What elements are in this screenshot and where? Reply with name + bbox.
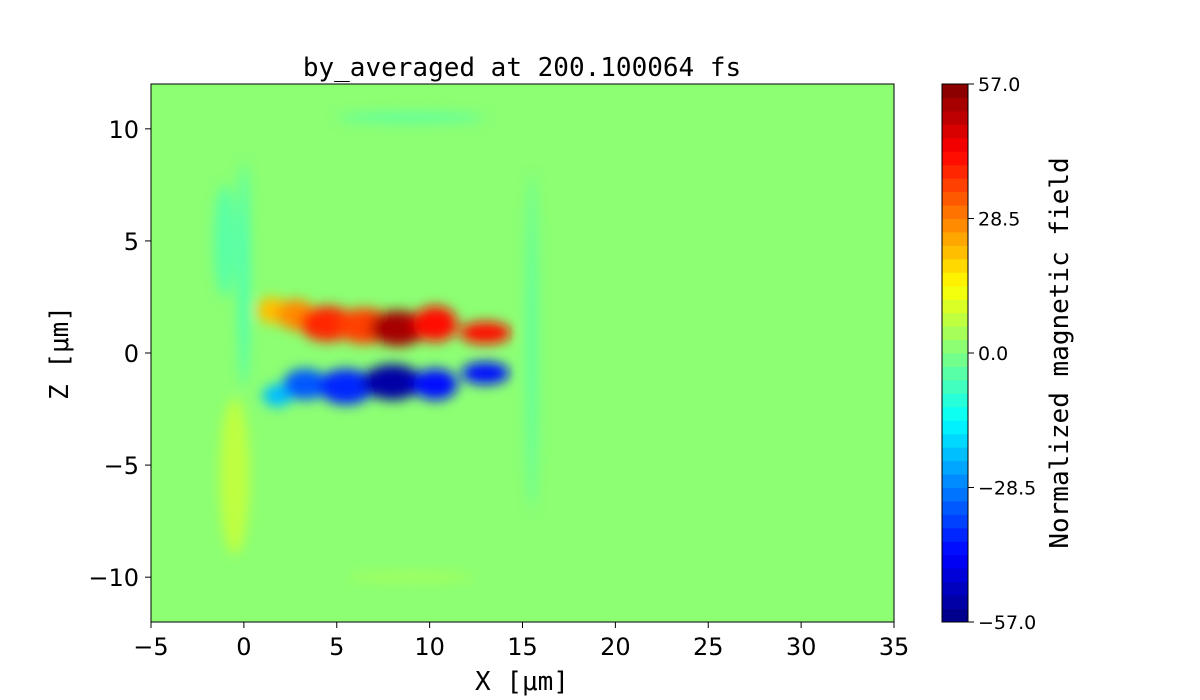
colorbar-tick-label: 28.5 (978, 209, 1020, 231)
heatmap-background (151, 84, 894, 622)
colorbar-level (942, 379, 968, 394)
colorbar-level (942, 514, 968, 529)
y-axis-label: Z [μm] (45, 306, 75, 400)
heatmap-blob (412, 368, 458, 401)
x-tick-label: 25 (693, 633, 724, 661)
y-tick-label: −5 (104, 452, 139, 480)
colorbar-level (942, 326, 968, 341)
colorbar-level (942, 285, 968, 300)
colorbar-level (942, 272, 968, 287)
colorbar-level (942, 608, 968, 623)
y-tick-label: 10 (108, 116, 139, 144)
colorbar-level (942, 393, 968, 408)
colorbar-level (942, 474, 968, 488)
heatmap-blob (362, 364, 423, 401)
colorbar-level (942, 258, 968, 273)
heatmap-blob (318, 368, 374, 405)
colorbar-level (942, 487, 968, 502)
colorbar-tick-label: 57.0 (978, 74, 1020, 96)
colorbar-level (942, 406, 968, 421)
x-tick-label: 30 (786, 633, 817, 661)
x-tick-label: 10 (414, 633, 445, 661)
x-axis: −5 0 5 10 15 20 25 30 35 (133, 622, 909, 661)
x-tick-label: 15 (507, 633, 538, 661)
colorbar-ticks: −57.0 −28.5 0.0 28.5 57.0 (968, 74, 1036, 634)
colorbar-level (942, 568, 968, 583)
heatmap-blob (214, 184, 237, 297)
colorbar-level (942, 447, 968, 462)
heatmap-blob (336, 113, 486, 123)
x-axis-label: X [μm] (475, 667, 569, 697)
heatmap-blob (346, 572, 477, 582)
colorbar-level (942, 554, 968, 569)
colorbar-level (942, 353, 968, 367)
colorbar-level (942, 433, 968, 448)
x-tick-label: 20 (600, 633, 631, 661)
colorbar-label: Normalized magnetic field (1045, 157, 1075, 548)
colorbar-level (942, 191, 968, 206)
colorbar-level (942, 312, 968, 327)
colorbar-level (942, 581, 968, 596)
colorbar-level (942, 97, 968, 112)
colorbar-level (942, 205, 968, 219)
heatmap-blob (370, 310, 426, 347)
heatmap-blob (239, 162, 249, 387)
x-tick-label: 0 (236, 633, 251, 661)
colorbar-level (942, 541, 968, 556)
colorbar-level (942, 137, 968, 152)
x-tick-label: 35 (879, 633, 910, 661)
colorbar-tick-label: −57.0 (978, 612, 1036, 634)
colorbar-level (942, 500, 968, 515)
y-tick-label: −10 (88, 564, 139, 592)
heatmap-blob (461, 361, 510, 385)
colorbar-level (942, 299, 968, 314)
x-tick-label: −5 (133, 633, 168, 661)
colorbar-level (942, 110, 968, 125)
colorbar (942, 84, 968, 623)
colorbar-level (942, 595, 968, 610)
heatmap-blob (459, 321, 512, 345)
heatmap-blob (527, 173, 537, 510)
colorbar-level (942, 460, 968, 475)
y-axis: −10 −5 0 5 10 (88, 116, 151, 592)
colorbar-level (942, 527, 968, 542)
colorbar-level (942, 124, 968, 139)
colorbar-tick-label: 0.0 (978, 343, 1008, 365)
colorbar-level (942, 420, 968, 435)
colorbar-level (942, 164, 968, 179)
heatmap-features (214, 113, 537, 582)
heatmap-blob (219, 397, 250, 555)
colorbar-level (942, 151, 968, 166)
heatmap-blob (282, 368, 328, 401)
colorbar-level (942, 245, 968, 260)
colorbar-level (942, 218, 968, 233)
x-tick-label: 5 (329, 633, 344, 661)
colorbar-level (942, 339, 968, 354)
colorbar-level (942, 178, 968, 193)
colorbar-level (942, 84, 968, 98)
colorbar-level (942, 231, 968, 246)
chart-title: by_averaged at 200.100064 fs (303, 53, 741, 83)
y-tick-label: 5 (124, 228, 139, 256)
heatmap-blob (412, 305, 458, 342)
colorbar-level (942, 366, 968, 381)
colorbar-tick-label: −28.5 (978, 478, 1036, 500)
y-tick-label: 0 (124, 340, 139, 368)
